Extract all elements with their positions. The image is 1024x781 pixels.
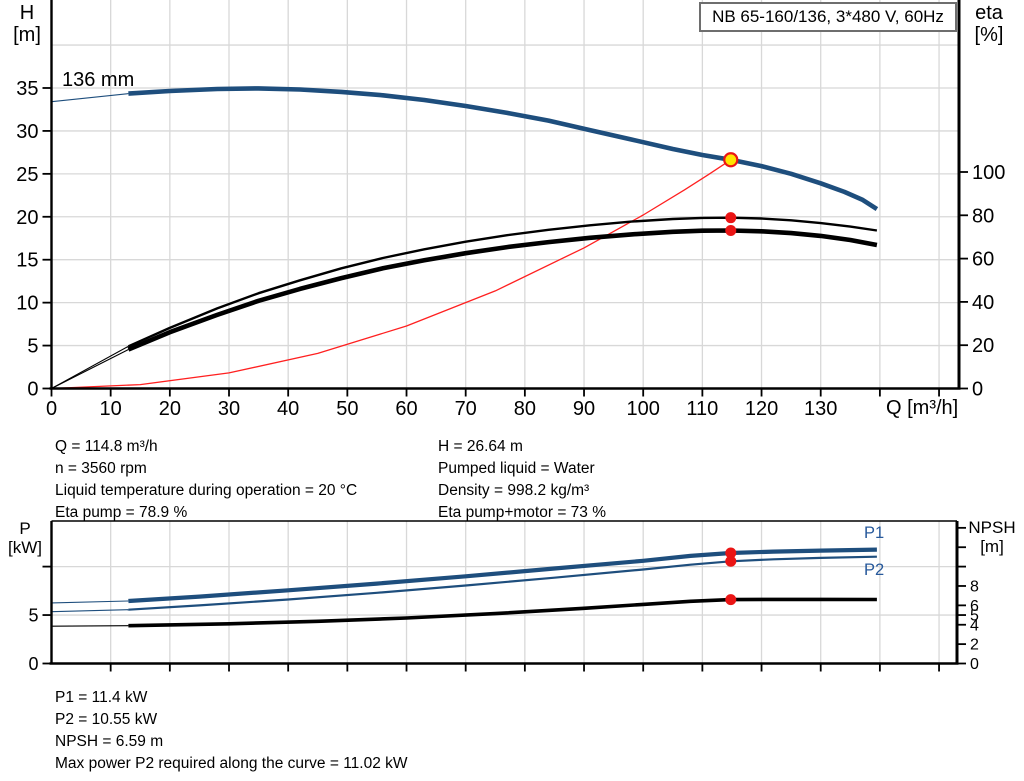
x-tick-label: 90 — [573, 398, 595, 420]
eta-axis-label-unit: [%] — [974, 24, 1004, 47]
head-axis-tick-label: 5 — [27, 336, 38, 358]
eta-axis-label-symbol: eta — [975, 2, 1003, 24]
npsh-axis-tick-label: 5 — [970, 608, 979, 625]
system-curve — [51, 159, 732, 390]
p2-curve-lead — [51, 609, 129, 613]
info-pumped-liquid: Pumped liquid = Water — [438, 460, 595, 477]
npsh-curve — [128, 597, 877, 628]
x-tick-label: 10 — [100, 398, 122, 420]
head-axis-tick-label: 20 — [16, 207, 38, 229]
info-npsh: NPSH = 6.59 m — [55, 733, 164, 750]
duty-p1-dot — [725, 547, 737, 559]
p1-curve — [128, 547, 877, 604]
head-axis-tick-label: 10 — [16, 293, 38, 315]
p2-curve-label: P2 — [864, 561, 885, 579]
x-tick-label: 120 — [745, 398, 778, 420]
eta-axis-tick-label: 100 — [972, 162, 1005, 184]
npsh-curve-lead — [51, 625, 129, 627]
x-tick-label: 110 — [686, 398, 718, 420]
x-tick-label: 60 — [395, 398, 417, 420]
npsh-axis-tick-label: 8 — [970, 579, 979, 596]
duty-eta-pump-dot — [725, 212, 737, 224]
pump-title-box: NB 65-160/136, 3*480 V, 60Hz — [699, 2, 957, 32]
eta-axis-label: eta [%] — [964, 2, 1014, 47]
p-axis-label: P [kW] — [2, 519, 48, 557]
p1-curve-label: P1 — [864, 524, 885, 542]
operating-data-left: Q = 114.8 m³/h n = 3560 rpm Liquid tempe… — [55, 436, 357, 524]
eta-axis-tick-label: 20 — [972, 335, 994, 357]
h-axis-label-symbol: H — [19, 2, 35, 24]
x-tick-label: 0 — [46, 398, 57, 420]
duty-p2-dot — [725, 555, 737, 567]
h-axis-label: H [m] — [6, 2, 48, 47]
p2-curve — [128, 555, 877, 611]
operating-data-right: H = 26.64 m Pumped liquid = Water Densit… — [438, 436, 606, 524]
info-liquid-temperature: Liquid temperature during operation = 20… — [55, 482, 358, 499]
info-density: Density = 998.2 kg/m³ — [438, 482, 590, 499]
duty-npsh-dot — [725, 594, 737, 606]
eta-axis-tick-label: 60 — [972, 249, 994, 271]
info-eta-pump: Eta pump = 78.9 % — [55, 504, 188, 521]
x-tick-label: 80 — [514, 398, 536, 420]
x-tick-label: 30 — [218, 398, 240, 420]
info-eta-pump-motor: Eta pump+motor = 73 % — [438, 504, 607, 521]
eta-pump-curve — [127, 216, 878, 348]
npsh-axis-tick-label: 4 — [970, 617, 979, 634]
head-axis-tick-label: 0 — [27, 379, 38, 401]
eta-pump-motor-curve — [127, 228, 878, 352]
p-axis-label-symbol: P — [19, 519, 31, 538]
power-axis-tick-label: 5 — [28, 605, 38, 625]
npsh-axis-label: NPSH [m] — [960, 518, 1024, 556]
info-q: Q = 114.8 m³/h — [55, 438, 158, 455]
info-head: H = 26.64 m — [438, 438, 523, 455]
npsh-axis-label-symbol: NPSH — [968, 518, 1016, 537]
npsh-axis-label-unit: [m] — [980, 537, 1004, 557]
h-axis-label-unit: [m] — [13, 24, 41, 47]
npsh-axis-tick-label: 6 — [970, 598, 979, 615]
p-axis-label-unit: [kW] — [8, 538, 42, 558]
head-axis-tick-label: 35 — [16, 78, 38, 100]
eta-axis-tick-label: 80 — [972, 205, 994, 227]
info-speed: n = 3560 rpm — [55, 460, 147, 477]
eta-axis-tick-label: 0 — [972, 379, 983, 401]
duty-point-dot — [723, 152, 739, 168]
x-tick-label: 100 — [627, 398, 660, 420]
x-tick-label: 40 — [277, 398, 299, 420]
x-tick-label: 70 — [455, 398, 477, 420]
npsh-axis-tick-label: 0 — [970, 656, 979, 673]
p1-curve-lead — [51, 600, 129, 604]
info-max-power: Max power P2 required along the curve = … — [55, 755, 408, 772]
info-p2: P2 = 10.55 kW — [55, 711, 158, 728]
x-tick-label: 130 — [804, 398, 837, 420]
duty-eta-pump-motor-dot — [725, 224, 737, 236]
info-p1: P1 = 11.4 kW — [55, 689, 148, 706]
head-curve-136mm — [128, 86, 879, 212]
head-axis-tick-label: 30 — [16, 121, 38, 143]
x-tick-label: 50 — [336, 398, 358, 420]
head-axis-tick-label: 25 — [16, 164, 38, 186]
eta-pump-motor-curve-lead — [51, 349, 129, 389]
pump-title-text: NB 65-160/136, 3*480 V, 60Hz — [712, 7, 944, 26]
q-axis-label: Q [m³/h] — [886, 397, 959, 419]
x-tick-label: 20 — [159, 398, 181, 420]
eta-axis-tick-label: 40 — [972, 292, 994, 314]
impeller-size-label: 136 mm — [62, 69, 135, 91]
head-axis-tick-label: 15 — [16, 250, 38, 272]
power-data-block: P1 = 11.4 kW P2 = 10.55 kW NPSH = 6.59 m… — [55, 687, 408, 775]
npsh-axis-tick-label: 2 — [970, 637, 979, 654]
head-curve-136mm-lead — [51, 93, 129, 103]
power-axis-tick-label: 0 — [28, 654, 38, 674]
